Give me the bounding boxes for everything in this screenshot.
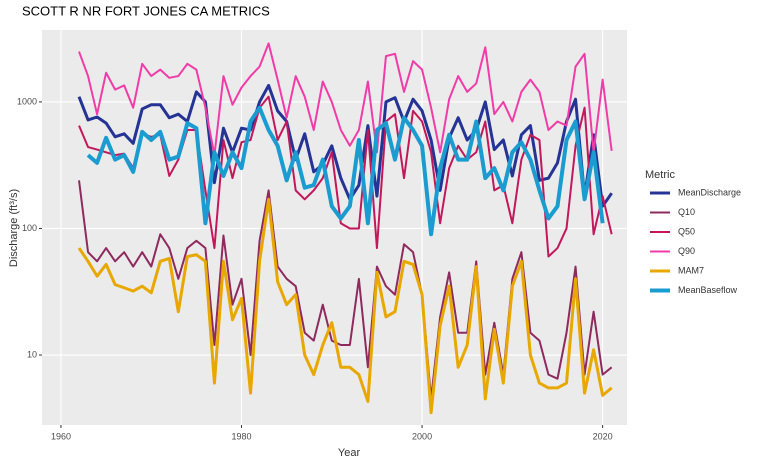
legend-label: MAM7 [678, 265, 704, 275]
y-axis-label: Discharge (ft³/s) [8, 189, 20, 267]
legend-label: MeanDischarge [678, 187, 741, 197]
legend-label: Q50 [678, 226, 695, 236]
series-line [77, 197, 613, 415]
x-tick-label: 2000 [412, 431, 432, 441]
x-axis-label: Year [338, 447, 361, 459]
legend-title: Metric [645, 169, 675, 181]
chart-title: SCOTT R NR FORT JONES CA METRICS [22, 3, 270, 18]
x-tick-label: 1960 [51, 431, 71, 441]
x-tick-label: 1980 [231, 431, 251, 441]
legend-label: Q10 [678, 207, 695, 217]
legend-label: Q90 [678, 246, 695, 256]
y-tick-label: 100 [22, 223, 37, 233]
y-tick-label: 10 [27, 349, 37, 359]
series-line [78, 42, 613, 157]
series-line [77, 83, 613, 208]
series-line [86, 105, 605, 237]
legend-label: MeanBaseflow [678, 285, 738, 295]
y-tick-label: 1000 [17, 96, 37, 106]
x-tick-label: 2020 [593, 431, 613, 441]
series-line [78, 95, 613, 258]
plot-background [42, 30, 627, 425]
